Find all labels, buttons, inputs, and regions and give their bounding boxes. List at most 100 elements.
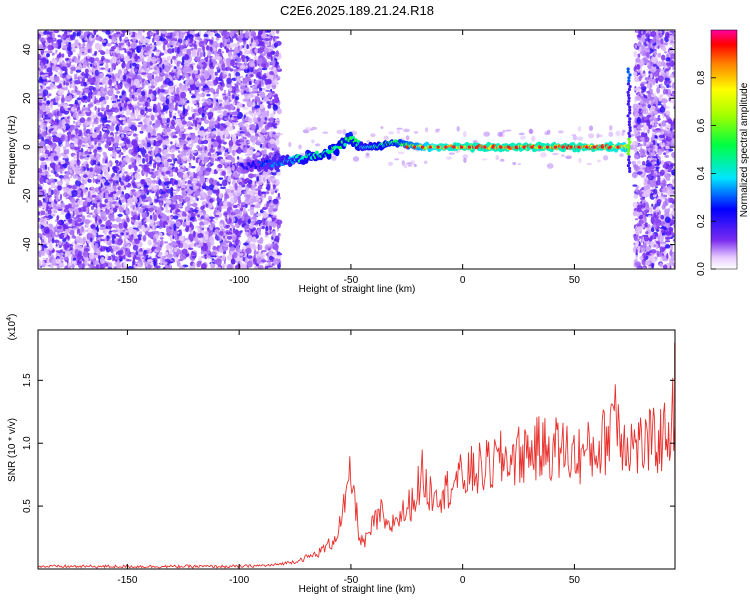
noise-speckle bbox=[100, 239, 106, 241]
noise-speckle bbox=[166, 228, 172, 234]
noise-speckle bbox=[133, 68, 138, 72]
noise-speckle bbox=[244, 186, 250, 192]
noise-speckle bbox=[97, 142, 101, 147]
noise-speckle bbox=[204, 226, 208, 230]
noise-speckle bbox=[191, 199, 197, 203]
noise-speckle bbox=[131, 68, 134, 73]
noise-speckle bbox=[120, 117, 127, 121]
noise-speckle bbox=[135, 118, 141, 122]
noise-speckle bbox=[103, 132, 109, 140]
noise-speckle bbox=[123, 68, 127, 74]
noise-speckle bbox=[87, 55, 90, 59]
noise-speckle bbox=[55, 243, 58, 247]
noise-speckle bbox=[48, 197, 53, 203]
noise-speckle bbox=[212, 245, 217, 251]
noise-speckle bbox=[85, 257, 89, 262]
noise-speckle bbox=[183, 149, 187, 153]
noise-speckle bbox=[153, 66, 158, 71]
noise-speckle bbox=[99, 107, 106, 111]
noise-speckle bbox=[58, 241, 62, 246]
noise-speckle bbox=[163, 241, 169, 244]
noise-speckle bbox=[247, 67, 250, 73]
noise-speckle bbox=[67, 236, 70, 241]
noise-speckle bbox=[257, 228, 261, 235]
noise-speckle bbox=[53, 239, 60, 244]
noise-speckle bbox=[197, 233, 204, 239]
noise-speckle bbox=[235, 96, 240, 101]
noise-speckle bbox=[240, 264, 245, 269]
noise-speckle bbox=[148, 155, 152, 161]
noise-speckle bbox=[201, 191, 205, 198]
noise-speckle bbox=[112, 56, 117, 63]
noise-speckle bbox=[141, 224, 145, 232]
noise-speckle bbox=[124, 36, 129, 41]
noise-speckle bbox=[203, 70, 209, 73]
noise-speckle bbox=[57, 34, 61, 38]
noise-speckle bbox=[219, 74, 223, 79]
noise-speckle bbox=[197, 218, 204, 221]
noise-speckle bbox=[51, 52, 55, 56]
noise-speckle bbox=[224, 188, 230, 192]
noise-speckle bbox=[121, 262, 124, 269]
noise-speckle bbox=[153, 214, 158, 222]
noise-speckle bbox=[215, 30, 218, 34]
noise-speckle bbox=[212, 91, 219, 94]
noise-speckle bbox=[237, 94, 240, 97]
noise-speckle bbox=[259, 91, 266, 99]
noise-speckle bbox=[142, 157, 146, 164]
noise-speckle bbox=[190, 203, 196, 207]
noise-speckle bbox=[175, 240, 181, 245]
noise-speckle bbox=[120, 53, 124, 59]
noise-speckle bbox=[83, 105, 86, 107]
noise-speckle bbox=[46, 59, 49, 64]
noise-speckle bbox=[139, 97, 145, 103]
noise-speckle bbox=[235, 133, 242, 137]
noise-speckle bbox=[247, 255, 253, 259]
noise-speckle bbox=[264, 124, 270, 131]
noise-speckle bbox=[232, 102, 236, 106]
noise-speckle bbox=[101, 39, 107, 43]
noise-speckle bbox=[274, 235, 280, 242]
noise-speckle bbox=[141, 218, 144, 226]
noise-speckle bbox=[128, 164, 132, 170]
noise-speckle bbox=[77, 75, 80, 83]
noise-speckle bbox=[251, 245, 257, 250]
noise-speckle bbox=[43, 125, 46, 130]
noise-speckle bbox=[38, 149, 42, 154]
noise-speckle bbox=[246, 194, 251, 199]
noise-speckle bbox=[202, 102, 205, 106]
noise-speckle bbox=[236, 76, 240, 83]
noise-speckle bbox=[79, 117, 86, 124]
noise-speckle bbox=[103, 58, 109, 62]
noise-speckle bbox=[220, 186, 227, 190]
noise-speckle bbox=[270, 88, 273, 92]
noise-speckle bbox=[219, 42, 223, 49]
noise-speckle bbox=[110, 87, 114, 94]
noise-speckle bbox=[61, 119, 66, 126]
noise-speckle bbox=[265, 233, 268, 236]
noise-speckle bbox=[182, 99, 188, 102]
noise-speckle bbox=[236, 156, 240, 160]
noise-speckle bbox=[181, 61, 184, 66]
noise-speckle bbox=[46, 201, 50, 204]
noise-speckle bbox=[90, 224, 96, 229]
noise-speckle bbox=[42, 198, 45, 201]
noise-speckle bbox=[216, 204, 219, 209]
noise-speckle bbox=[235, 71, 241, 77]
noise-speckle bbox=[192, 113, 195, 120]
noise-speckle bbox=[62, 238, 67, 242]
noise-speckle bbox=[114, 246, 119, 250]
noise-speckle bbox=[259, 41, 265, 47]
noise-speckle bbox=[223, 70, 228, 76]
noise-speckle bbox=[237, 253, 243, 257]
noise-speckle bbox=[253, 265, 258, 269]
noise-speckle bbox=[170, 45, 174, 48]
noise-speckle bbox=[217, 110, 223, 114]
noise-speckle bbox=[53, 210, 58, 214]
noise-speckle bbox=[58, 52, 62, 58]
noise-speckle bbox=[152, 185, 158, 190]
noise-speckle bbox=[118, 47, 124, 51]
noise-speckle bbox=[192, 100, 197, 104]
noise-speckle bbox=[261, 87, 267, 91]
noise-speckle bbox=[67, 262, 71, 268]
